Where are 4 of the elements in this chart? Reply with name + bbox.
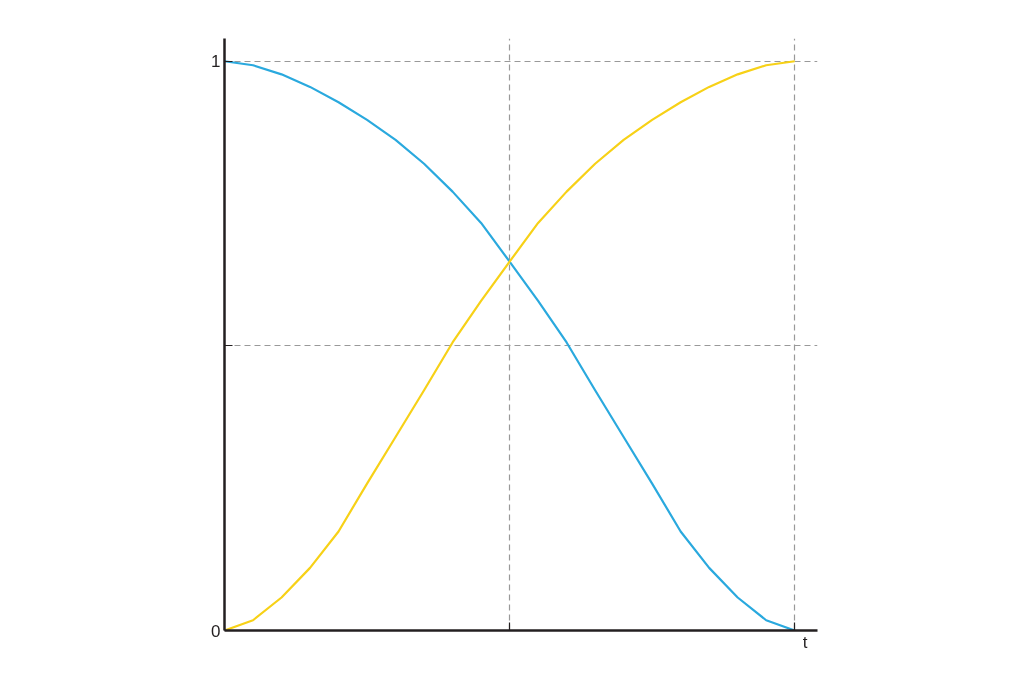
y-tick-label: 0: [211, 621, 221, 641]
x-axis-title: t: [802, 632, 808, 652]
y-tick-label: 1: [211, 52, 221, 72]
line-series: [224, 60, 796, 631]
